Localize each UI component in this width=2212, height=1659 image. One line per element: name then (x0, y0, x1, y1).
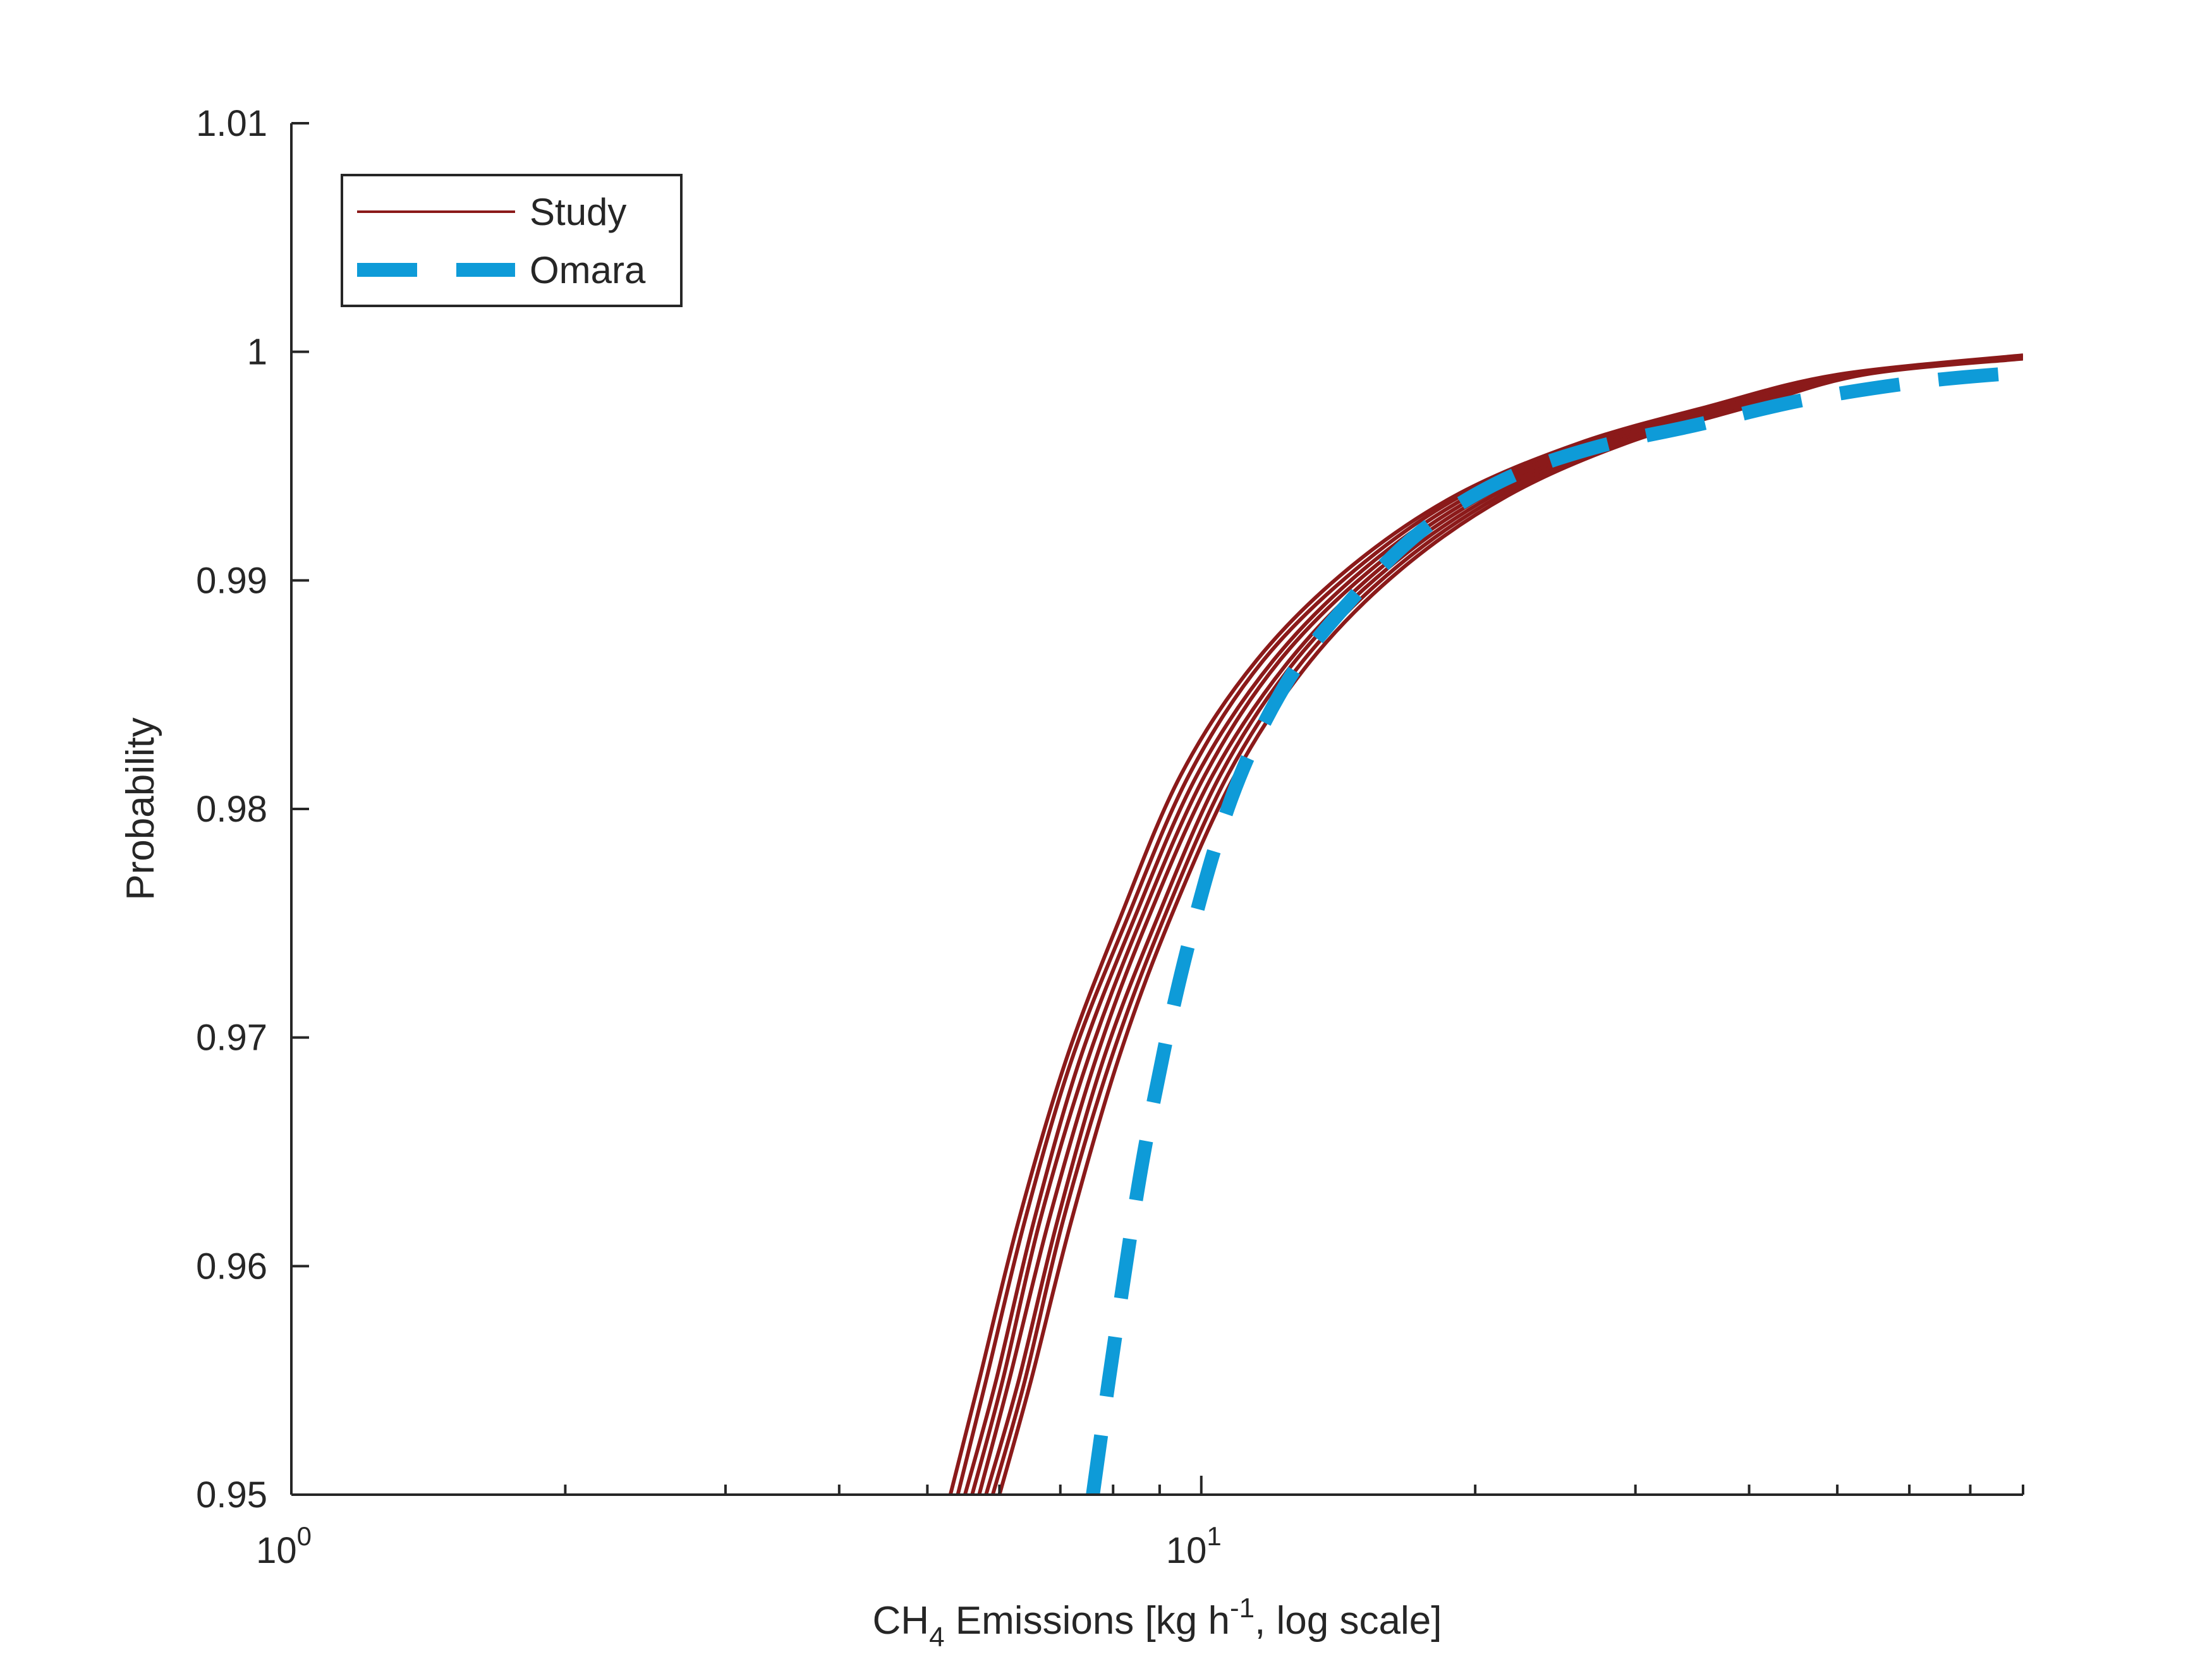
legend-label-omara: Omara (530, 249, 646, 291)
x-tick-label: 101 (1166, 1521, 1222, 1571)
legend-box (341, 174, 683, 307)
axes-layer: 0.95 0.96 0.97 0.98 0.99 1 1.01 100 101 CH4 Emiss… (119, 103, 2024, 1653)
y-tick-label: 0.95 (196, 1474, 267, 1516)
y-tick-label: 1 (247, 332, 267, 373)
y-tick-label: 1.01 (196, 103, 267, 144)
x-tick-label: 100 (256, 1521, 312, 1571)
y-tick-label: 0.96 (196, 1246, 267, 1287)
legend: Study Omara (341, 174, 683, 307)
legend-label-study: Study (530, 191, 626, 233)
x-axis-label: CH4 Emissions [kg h-1, log scale] (873, 1593, 1442, 1653)
y-tick-label: 0.98 (196, 789, 267, 830)
omara-series-line (1086, 365, 2023, 1495)
y-axis-label: Probability (119, 717, 162, 900)
series-layer (948, 353, 2023, 1495)
y-tick-label: 0.99 (196, 560, 267, 601)
y-tick-label: 0.97 (196, 1018, 267, 1059)
